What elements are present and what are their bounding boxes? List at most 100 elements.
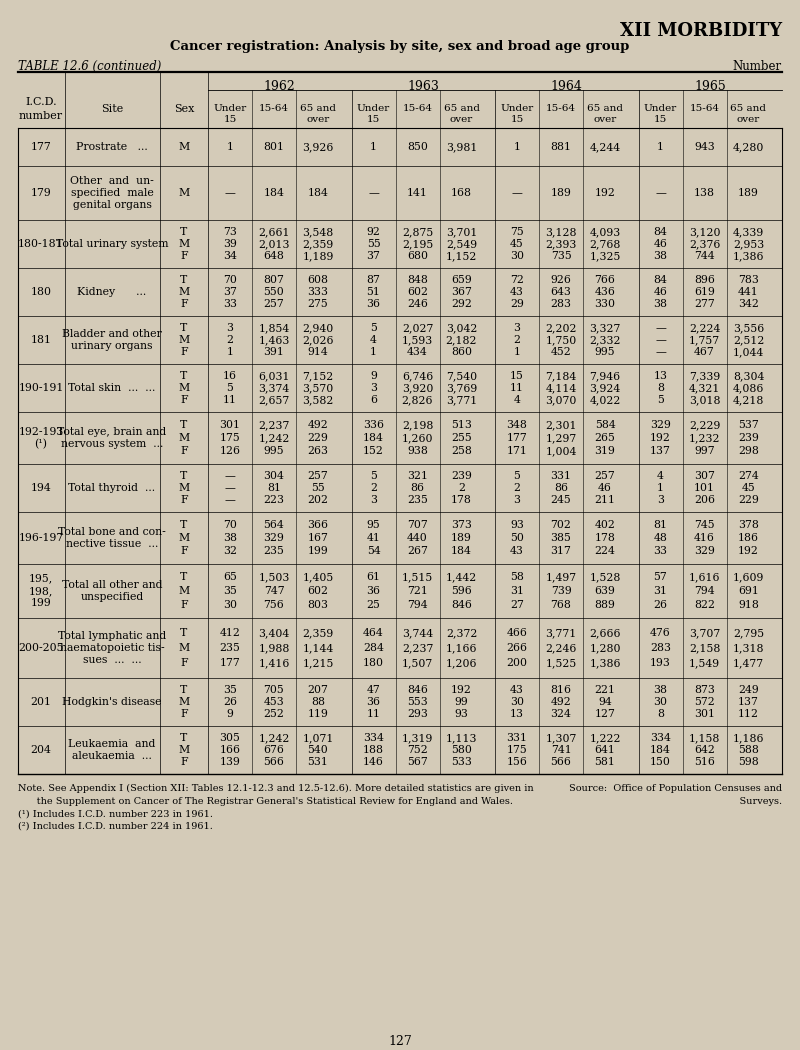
Text: 189: 189 (738, 188, 759, 198)
Text: 1,242: 1,242 (258, 733, 290, 743)
Text: 192: 192 (650, 433, 671, 443)
Text: 265: 265 (594, 433, 615, 443)
Text: 1,549: 1,549 (689, 658, 720, 668)
Text: 101: 101 (694, 483, 715, 493)
Text: 47: 47 (366, 685, 380, 695)
Text: 293: 293 (407, 709, 428, 719)
Text: 3,744: 3,744 (402, 628, 433, 638)
Text: 2,372: 2,372 (446, 628, 477, 638)
Text: 2,393: 2,393 (546, 239, 577, 249)
Text: 119: 119 (307, 709, 329, 719)
Text: 3,926: 3,926 (302, 142, 334, 152)
Text: 36: 36 (366, 697, 381, 707)
Text: 95: 95 (366, 520, 380, 530)
Text: 783: 783 (738, 275, 759, 285)
Text: 61: 61 (366, 572, 381, 583)
Text: 93: 93 (454, 709, 469, 719)
Text: 30: 30 (223, 600, 237, 609)
Text: 329: 329 (263, 533, 285, 543)
Text: 3,920: 3,920 (402, 383, 433, 393)
Text: 2,301: 2,301 (546, 420, 577, 430)
Text: 239: 239 (451, 471, 472, 481)
Text: M: M (178, 383, 190, 393)
Text: 1: 1 (370, 346, 377, 357)
Text: 245: 245 (550, 495, 571, 505)
Text: 531: 531 (307, 757, 329, 766)
Text: 32: 32 (223, 546, 237, 556)
Text: 2: 2 (514, 483, 521, 493)
Text: 30: 30 (510, 697, 524, 707)
Text: 177: 177 (506, 433, 527, 443)
Text: 6,746: 6,746 (402, 371, 433, 381)
Text: 3,981: 3,981 (446, 142, 477, 152)
Text: 550: 550 (264, 287, 284, 297)
Text: 180: 180 (30, 287, 51, 297)
Text: 3,556: 3,556 (733, 323, 764, 333)
Text: 702: 702 (550, 520, 571, 530)
Text: 184: 184 (363, 433, 384, 443)
Text: 3,120: 3,120 (689, 227, 720, 237)
Text: 329: 329 (694, 546, 715, 556)
Text: 38: 38 (654, 299, 667, 309)
Text: 492: 492 (308, 420, 328, 430)
Text: 348: 348 (506, 420, 527, 430)
Text: 8: 8 (657, 383, 664, 393)
Text: 54: 54 (366, 546, 380, 556)
Text: 1,750: 1,750 (546, 335, 577, 345)
Text: M: M (178, 533, 190, 543)
Text: 1,318: 1,318 (733, 643, 764, 653)
Text: Total all other and
unspecified: Total all other and unspecified (62, 580, 162, 603)
Text: 139: 139 (219, 757, 241, 766)
Text: 137: 137 (738, 697, 759, 707)
Text: Hodgkin's disease: Hodgkin's disease (62, 697, 162, 707)
Text: 196-197: 196-197 (18, 533, 64, 543)
Text: 156: 156 (506, 757, 527, 766)
Text: 1,297: 1,297 (546, 433, 577, 443)
Text: 995: 995 (264, 446, 284, 456)
Text: 1,113: 1,113 (446, 733, 478, 743)
Text: 1: 1 (657, 142, 664, 152)
Text: 416: 416 (694, 533, 715, 543)
Text: 467: 467 (694, 346, 715, 357)
Text: M: M (178, 697, 190, 707)
Text: 3,018: 3,018 (689, 395, 720, 405)
Text: 7,152: 7,152 (302, 371, 334, 381)
Text: 199: 199 (308, 546, 328, 556)
Text: 766: 766 (594, 275, 615, 285)
Text: 553: 553 (407, 697, 428, 707)
Text: M: M (178, 287, 190, 297)
Text: 88: 88 (311, 697, 325, 707)
Text: 705: 705 (264, 685, 284, 695)
Text: 721: 721 (407, 586, 428, 596)
Text: 1: 1 (514, 346, 521, 357)
Text: 190-191: 190-191 (18, 383, 64, 393)
Text: 298: 298 (738, 446, 759, 456)
Text: 70: 70 (223, 520, 237, 530)
Text: 391: 391 (263, 346, 285, 357)
Text: 7,339: 7,339 (689, 371, 720, 381)
Text: 175: 175 (506, 746, 527, 755)
Text: 1,515: 1,515 (402, 572, 433, 583)
Text: 50: 50 (510, 533, 524, 543)
Text: 330: 330 (594, 299, 615, 309)
Text: 94: 94 (598, 697, 612, 707)
Text: 195,
198,
199: 195, 198, 199 (29, 573, 53, 608)
Text: 3,707: 3,707 (689, 628, 720, 638)
Text: 2,666: 2,666 (590, 628, 621, 638)
Text: —: — (225, 188, 235, 198)
Text: 192-193
(¹): 192-193 (¹) (18, 426, 64, 449)
Text: 284: 284 (363, 643, 384, 653)
Text: 36: 36 (366, 299, 381, 309)
Text: Total bone and con-
nective tissue  ...: Total bone and con- nective tissue ... (58, 527, 166, 549)
Text: 11: 11 (510, 383, 524, 393)
Text: 342: 342 (738, 299, 759, 309)
Text: 189: 189 (451, 533, 472, 543)
Text: 2,953: 2,953 (733, 239, 764, 249)
Text: 127: 127 (594, 709, 615, 719)
Text: 598: 598 (738, 757, 759, 766)
Text: 37: 37 (366, 251, 381, 261)
Text: 15: 15 (510, 371, 524, 381)
Text: 366: 366 (307, 520, 329, 530)
Text: 239: 239 (738, 433, 759, 443)
Text: 1,854: 1,854 (258, 323, 290, 333)
